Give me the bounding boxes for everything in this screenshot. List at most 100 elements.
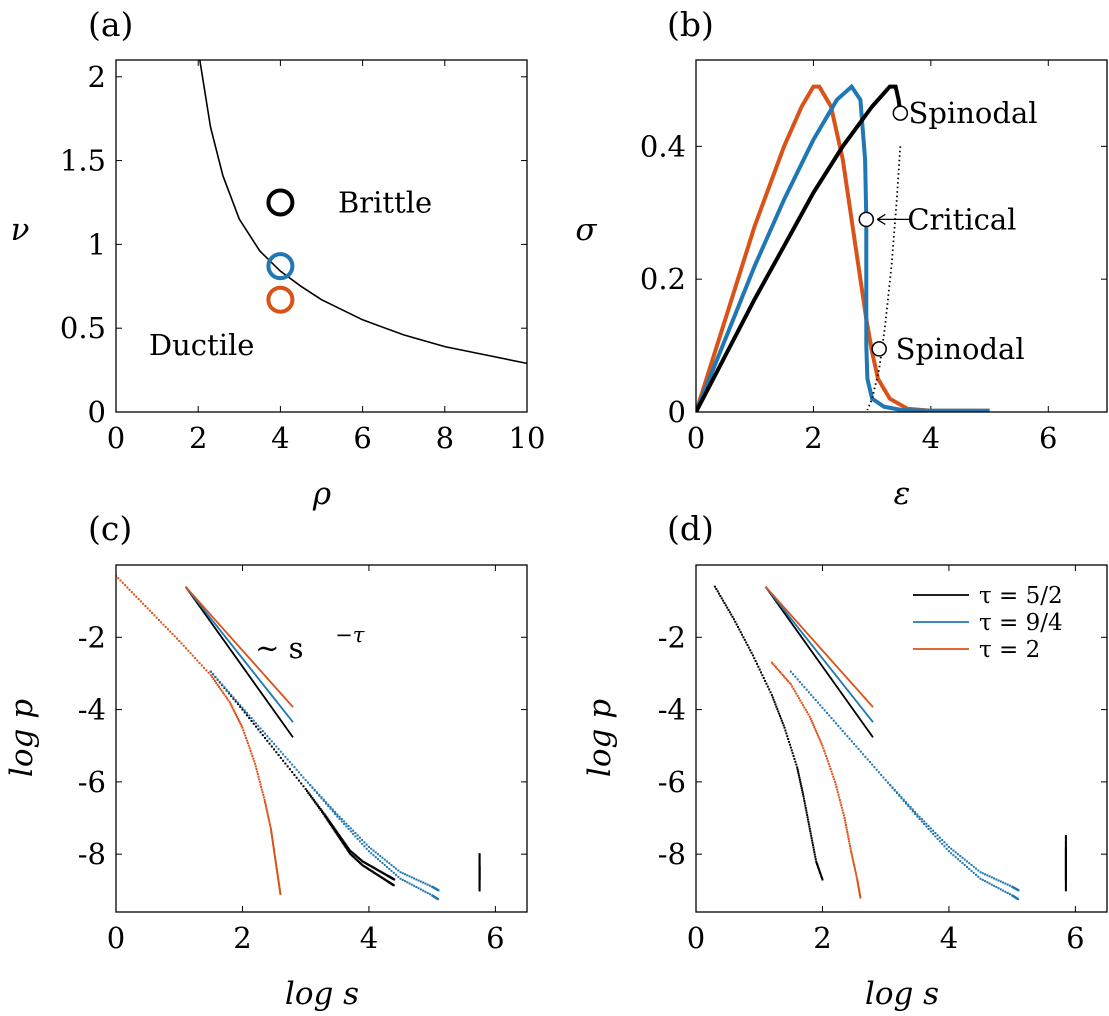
data-point (820, 742, 823, 745)
data-point (882, 776, 885, 779)
data-point (1064, 852, 1067, 855)
data-point (773, 701, 776, 704)
data-point (379, 854, 382, 857)
data-point (392, 865, 395, 868)
data-point (862, 753, 865, 756)
data-point (819, 872, 822, 875)
data-point (196, 659, 199, 662)
data-point (827, 762, 830, 765)
data-point (853, 868, 856, 871)
data-point (151, 612, 154, 615)
data-point (212, 673, 215, 676)
data-point (410, 883, 413, 886)
data-point (809, 830, 812, 833)
data-point (343, 823, 346, 826)
data-point (821, 878, 824, 881)
x-tick-label: 2 (804, 421, 822, 455)
data-point (778, 712, 781, 715)
data-point (339, 837, 342, 840)
data-point (250, 752, 253, 755)
data-point (1064, 841, 1067, 844)
data-point (187, 649, 190, 652)
data-point (339, 839, 342, 842)
data-point (224, 695, 227, 698)
data-point (835, 722, 838, 725)
state-marker (266, 285, 295, 314)
point-label: Critical (907, 202, 1016, 236)
data-point (191, 654, 194, 657)
data-point (788, 681, 791, 684)
data-point (223, 686, 226, 689)
data-point (327, 805, 330, 808)
data-point (266, 813, 269, 816)
data-point (779, 670, 782, 673)
data-point (1064, 875, 1067, 878)
data-point (361, 838, 364, 841)
data-point (813, 726, 816, 729)
data-point (900, 797, 903, 800)
data-point (909, 807, 912, 810)
data-point (249, 749, 252, 752)
data-point (818, 869, 821, 872)
data-point (847, 835, 850, 838)
data-point (198, 661, 201, 664)
data-point (824, 752, 827, 755)
data-point (307, 791, 310, 794)
data-point (175, 637, 178, 640)
data-point (923, 823, 926, 826)
data-point (730, 613, 733, 616)
data-point (297, 779, 300, 782)
data-point (221, 683, 224, 686)
data-point (339, 835, 342, 838)
data-point (731, 615, 734, 618)
data-point (142, 602, 145, 605)
data-point (243, 711, 246, 714)
data-point (413, 884, 416, 887)
data-point (970, 869, 973, 872)
legend-label: τ = 5/2 (979, 583, 1063, 609)
data-point (813, 851, 816, 854)
data-point (943, 841, 946, 844)
data-point (250, 717, 253, 720)
data-point (780, 672, 783, 675)
data-point (354, 835, 357, 838)
data-point (124, 584, 127, 587)
data-point (255, 725, 258, 728)
data-point (277, 882, 280, 885)
data-point (812, 696, 815, 699)
data-point (336, 831, 339, 834)
data-point (478, 878, 481, 881)
data-point (768, 688, 771, 691)
data-point (279, 756, 282, 759)
data-point (816, 862, 819, 865)
critical-arrow-head (876, 213, 886, 225)
plot-area (199, 60, 527, 365)
data-point (274, 861, 277, 864)
data-point (227, 691, 230, 694)
data-point (797, 770, 800, 773)
data-point (337, 832, 340, 835)
data-point (849, 849, 852, 852)
data-point (276, 871, 279, 874)
x-tick-label: 6 (1066, 921, 1084, 955)
data-point (864, 755, 867, 758)
data-point (941, 838, 944, 841)
data-point (954, 856, 957, 859)
data-point (959, 860, 962, 863)
data-point (121, 581, 124, 584)
data-point (943, 845, 946, 848)
data-point (745, 641, 748, 644)
data-point (769, 691, 772, 694)
data-point (383, 858, 386, 861)
data-point (315, 792, 318, 795)
data-point (278, 883, 281, 886)
data-point (388, 867, 391, 870)
data-point (323, 813, 326, 816)
data-point (779, 717, 782, 720)
data-point (793, 757, 796, 760)
data-point (886, 781, 889, 784)
data-point (851, 855, 854, 858)
data-point (358, 840, 361, 843)
data-point (344, 843, 347, 846)
data-point (854, 870, 857, 873)
